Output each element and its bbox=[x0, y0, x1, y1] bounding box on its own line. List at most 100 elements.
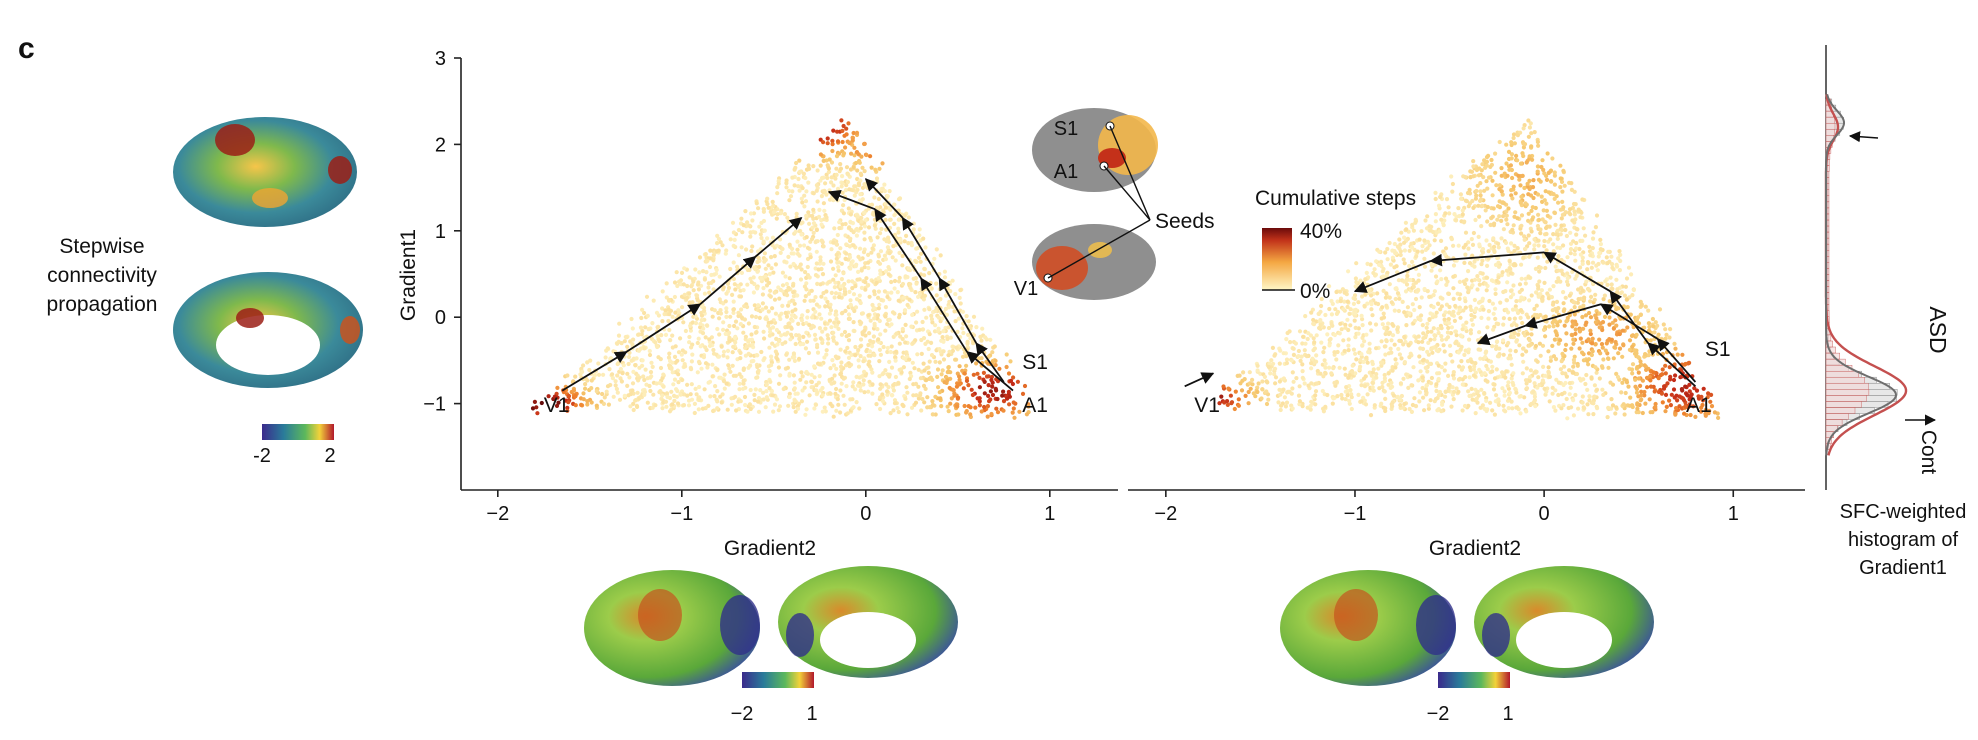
scatter-point bbox=[1321, 374, 1326, 379]
scatter-point bbox=[1496, 402, 1501, 407]
scatter-point bbox=[1551, 232, 1556, 237]
scatter-point bbox=[1365, 261, 1370, 266]
scatter-point bbox=[1283, 404, 1288, 409]
scatter-point bbox=[876, 275, 881, 281]
scatter-point bbox=[1309, 381, 1314, 386]
scatter-point bbox=[801, 171, 807, 176]
scatter-point bbox=[831, 414, 836, 419]
scatter-point bbox=[1701, 386, 1706, 391]
scatter-point bbox=[875, 327, 880, 332]
scatter-point bbox=[664, 391, 670, 396]
scatter-point bbox=[1466, 204, 1471, 209]
scatter-point bbox=[1691, 404, 1696, 409]
scatter-point bbox=[579, 402, 584, 407]
scatter-point bbox=[1323, 365, 1328, 370]
scatter-point bbox=[691, 288, 696, 293]
scatter-point bbox=[1605, 282, 1610, 287]
scatter-point bbox=[732, 237, 737, 242]
scatter-point bbox=[1562, 323, 1567, 328]
scatter-point bbox=[853, 344, 858, 350]
scatter-point bbox=[1289, 358, 1294, 363]
scatter-point bbox=[853, 353, 858, 358]
scatter-point bbox=[1542, 238, 1547, 244]
scatter-point bbox=[804, 380, 809, 385]
scatter-point bbox=[865, 283, 871, 288]
scatter-point bbox=[1343, 325, 1348, 330]
scatter-point bbox=[1648, 410, 1653, 415]
scatter-point bbox=[805, 245, 811, 250]
scatter-point bbox=[764, 395, 769, 400]
scatter-point bbox=[1494, 367, 1499, 372]
scatter-point bbox=[885, 345, 890, 351]
scatter-point bbox=[851, 405, 856, 410]
scatter-point bbox=[1279, 403, 1284, 408]
scatter-point bbox=[875, 235, 880, 240]
scatter-point bbox=[947, 349, 952, 354]
scatter-point bbox=[971, 314, 977, 319]
scatter-point bbox=[862, 230, 867, 235]
scatter-point bbox=[647, 348, 652, 354]
scatter-point bbox=[1444, 282, 1449, 287]
scatter-point bbox=[968, 336, 973, 341]
scatter-point bbox=[834, 312, 839, 317]
x-axis-ticks: −2 −1 0 1 −2 −1 0 1 bbox=[486, 490, 1739, 525]
scatter-point bbox=[680, 348, 685, 353]
scatter-point bbox=[1559, 406, 1564, 411]
scatter-point bbox=[596, 361, 601, 366]
scatter-point bbox=[1580, 394, 1585, 399]
scatter-point bbox=[1020, 391, 1026, 396]
scatter-point bbox=[1625, 305, 1630, 310]
scatter-point bbox=[939, 404, 944, 409]
scatter-point bbox=[818, 258, 823, 263]
scatter-point bbox=[732, 323, 737, 329]
scatter-point bbox=[1553, 222, 1558, 227]
scatter-point bbox=[952, 309, 957, 314]
scatter-point bbox=[920, 319, 925, 325]
scatter-point bbox=[1529, 332, 1534, 337]
scatter-point bbox=[688, 328, 694, 333]
scatter-point bbox=[1587, 394, 1592, 399]
scatter-point bbox=[881, 344, 886, 350]
scatter-point bbox=[645, 313, 650, 318]
scatter-point bbox=[872, 353, 877, 358]
scatter-point bbox=[753, 314, 759, 320]
scatter-point bbox=[922, 266, 927, 271]
scatter-point bbox=[785, 330, 790, 335]
scatter-point bbox=[1648, 384, 1654, 389]
scatter-point bbox=[1323, 404, 1328, 409]
scatter-point bbox=[738, 399, 743, 404]
scatter-point bbox=[1024, 412, 1029, 417]
scatter-point bbox=[914, 393, 919, 398]
scatter-point bbox=[1436, 203, 1442, 208]
scatter-point bbox=[1397, 338, 1402, 343]
scatter-point bbox=[870, 382, 875, 387]
scatter-point bbox=[664, 404, 669, 409]
scatter-point bbox=[830, 358, 835, 363]
scatter-point bbox=[834, 166, 839, 171]
scatter-point bbox=[754, 201, 759, 206]
scatter-point bbox=[1266, 397, 1271, 402]
scatter-point bbox=[1353, 351, 1358, 356]
scatter-point bbox=[797, 229, 802, 234]
scatter-point bbox=[1336, 343, 1341, 348]
scatter-point bbox=[922, 273, 927, 278]
scatter-point bbox=[622, 339, 627, 344]
scatter-point bbox=[615, 341, 620, 346]
scatter-point bbox=[1597, 337, 1602, 342]
scatter-point bbox=[1511, 132, 1517, 137]
scatter-point bbox=[1652, 389, 1657, 394]
scatter-point bbox=[808, 255, 813, 260]
scatter-point bbox=[1420, 375, 1425, 380]
scatter-point bbox=[957, 377, 962, 383]
scatter-point bbox=[876, 196, 882, 202]
scatter-point bbox=[1555, 323, 1560, 328]
scatter-point bbox=[1392, 241, 1397, 247]
scatter-point bbox=[811, 207, 816, 212]
scatter-point bbox=[792, 380, 797, 385]
scatter-point bbox=[565, 405, 570, 410]
scatter-point bbox=[733, 287, 738, 292]
scatter-point bbox=[1523, 378, 1529, 383]
scatter-point bbox=[1567, 392, 1572, 397]
scatter-point bbox=[788, 264, 793, 269]
